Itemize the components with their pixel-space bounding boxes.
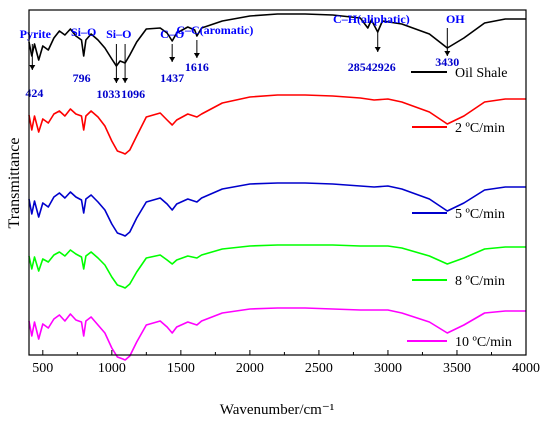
peak-label-3430: 3430 xyxy=(435,55,459,69)
group-label-6: C–H(aliphatic) xyxy=(333,12,410,26)
legend-label-2: 2 ºC/min xyxy=(455,121,505,136)
peak-label-1616: 1616 xyxy=(185,60,209,74)
peak-arrowhead-1 xyxy=(29,65,36,70)
x-axis-ticks: 500 1000 1500 2000 2500 3000 3500 4000 xyxy=(32,350,540,376)
legend-label-4: 8 ºC/min xyxy=(455,274,505,289)
group-label-7: OH xyxy=(446,12,465,26)
peak-arrowhead-6 xyxy=(374,47,381,52)
series-line-4 xyxy=(28,244,526,289)
series-line-5 xyxy=(28,307,526,361)
peak-arrowhead-5 xyxy=(193,53,200,58)
group-label-5: C–C(aromatic) xyxy=(176,23,253,37)
peak-label-2854: 2854 xyxy=(348,60,372,74)
group-label-1: Pyrite xyxy=(20,27,52,41)
x-tick-label: 1000 xyxy=(98,361,126,376)
peak-arrowhead-4 xyxy=(169,57,176,62)
x-tick-label: 3000 xyxy=(374,361,402,376)
peak-arrowhead-7 xyxy=(444,51,451,56)
x-tick-label: 500 xyxy=(32,361,53,376)
x-tick-label: 4000 xyxy=(512,361,540,376)
legend-label-1: Oil Shale xyxy=(455,66,508,81)
x-tick-label: 2000 xyxy=(236,361,264,376)
series-line-3 xyxy=(28,182,526,237)
x-tick-label: 2500 xyxy=(305,361,333,376)
y-axis-label: Transmittance xyxy=(6,138,23,229)
peak-arrowhead-2 xyxy=(113,78,120,83)
series-line-2 xyxy=(28,94,526,155)
peak-label-1437: 1437 xyxy=(160,71,184,85)
legend-label-5: 10 ºC/min xyxy=(455,335,512,350)
group-label-3: Si–O xyxy=(106,27,131,41)
legend-label-3: 5 ºC/min xyxy=(455,207,505,222)
peak-label-1096: 1096 xyxy=(121,87,145,101)
group-label-2: Si–O xyxy=(71,25,96,39)
peak-label-796: 796 xyxy=(73,71,91,85)
group-label-4: C–O xyxy=(160,27,184,41)
peak-label-2926: 2926 xyxy=(372,60,396,74)
x-tick-label: 3500 xyxy=(443,361,471,376)
x-tick-label: 1500 xyxy=(167,361,195,376)
peak-label-1033: 1033 xyxy=(96,87,120,101)
legend: Oil Shale 2 ºC/min 5 ºC/min 8 ºC/min 10 ºC/m… xyxy=(407,66,512,350)
plot-frame xyxy=(28,9,527,356)
peak-annotations: Pyrite Si–O Si–O C–OC–C(aromatic) C–H(alipha… xyxy=(20,12,466,101)
x-axis-label: Wavenumber/cm⁻¹ xyxy=(220,402,335,418)
peak-label-424: 424 xyxy=(25,86,43,100)
peak-arrowhead-3 xyxy=(122,78,129,83)
